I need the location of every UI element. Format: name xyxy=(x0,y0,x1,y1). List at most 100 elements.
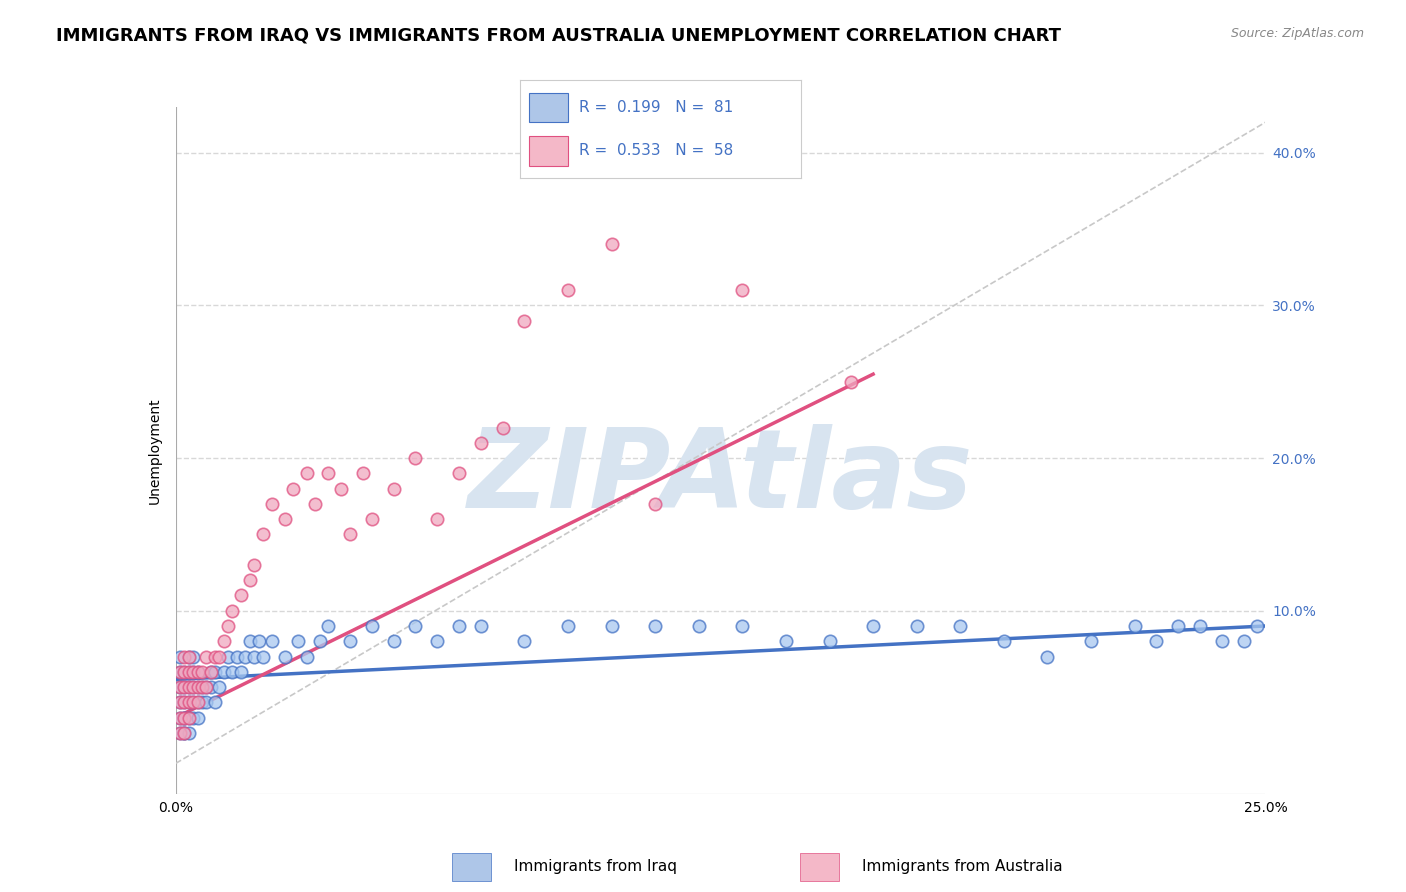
Point xyxy=(382,482,405,496)
Point xyxy=(173,710,195,724)
Point xyxy=(862,619,884,633)
Point xyxy=(283,482,305,496)
Point xyxy=(217,619,239,633)
Point xyxy=(195,680,218,694)
Point xyxy=(731,619,754,633)
Point xyxy=(191,680,214,694)
Point xyxy=(181,649,204,664)
Point xyxy=(841,375,863,389)
Point xyxy=(243,558,266,572)
Point xyxy=(382,634,405,648)
Point xyxy=(295,649,318,664)
Point xyxy=(287,634,309,648)
Point xyxy=(177,695,200,709)
Y-axis label: Unemployment: Unemployment xyxy=(148,397,162,504)
Point xyxy=(191,665,214,679)
Point xyxy=(274,512,297,526)
Point xyxy=(492,420,515,434)
Point xyxy=(169,695,191,709)
Bar xyxy=(453,854,491,881)
Text: Immigrants from Iraq: Immigrants from Iraq xyxy=(515,859,676,873)
Point xyxy=(169,680,191,694)
Point xyxy=(208,680,231,694)
Point xyxy=(169,710,191,724)
Point xyxy=(775,634,797,648)
Point xyxy=(557,619,579,633)
Point xyxy=(186,665,209,679)
Point xyxy=(1246,619,1268,633)
Point xyxy=(177,710,200,724)
Point xyxy=(177,649,200,664)
Point xyxy=(217,649,239,664)
Point xyxy=(360,512,382,526)
Point xyxy=(181,680,204,694)
Point xyxy=(177,665,200,679)
Point xyxy=(447,619,470,633)
Text: IMMIGRANTS FROM IRAQ VS IMMIGRANTS FROM AUSTRALIA UNEMPLOYMENT CORRELATION CHART: IMMIGRANTS FROM IRAQ VS IMMIGRANTS FROM … xyxy=(56,27,1062,45)
Point xyxy=(644,619,666,633)
Point xyxy=(181,665,204,679)
Point xyxy=(405,451,427,466)
Point xyxy=(1144,634,1167,648)
Point xyxy=(1080,634,1102,648)
Point xyxy=(644,497,666,511)
Point xyxy=(204,665,226,679)
Point xyxy=(173,710,195,724)
Point xyxy=(513,314,536,328)
Point xyxy=(173,726,195,740)
Point xyxy=(173,680,195,694)
Point xyxy=(304,497,326,511)
Point xyxy=(470,619,492,633)
Point xyxy=(231,589,253,603)
Point xyxy=(447,467,470,481)
Point xyxy=(200,665,222,679)
Point xyxy=(181,695,204,709)
Point xyxy=(221,665,243,679)
Point xyxy=(405,619,427,633)
Point xyxy=(339,634,361,648)
Point xyxy=(173,726,195,740)
Point xyxy=(905,619,928,633)
Point xyxy=(600,619,623,633)
Point xyxy=(731,283,754,297)
Point xyxy=(212,634,235,648)
Point xyxy=(318,467,340,481)
Point xyxy=(195,649,218,664)
Point xyxy=(173,695,195,709)
Point xyxy=(186,665,209,679)
Point xyxy=(204,649,226,664)
Point xyxy=(221,604,243,618)
Point xyxy=(177,680,200,694)
Point xyxy=(339,527,361,541)
Point xyxy=(173,710,195,724)
Point xyxy=(169,710,191,724)
Point xyxy=(1123,619,1146,633)
Point xyxy=(177,695,200,709)
Point xyxy=(186,695,209,709)
Point xyxy=(513,634,536,648)
Point xyxy=(173,726,195,740)
Point xyxy=(191,680,214,694)
Text: Source: ZipAtlas.com: Source: ZipAtlas.com xyxy=(1230,27,1364,40)
Bar xyxy=(800,854,838,881)
Point xyxy=(177,665,200,679)
Point xyxy=(308,634,330,648)
Point xyxy=(169,649,191,664)
Point xyxy=(557,283,579,297)
Text: R =  0.533   N =  58: R = 0.533 N = 58 xyxy=(579,144,734,159)
Point xyxy=(231,665,253,679)
Point xyxy=(252,649,274,664)
Point xyxy=(169,665,191,679)
Point xyxy=(247,634,270,648)
Point xyxy=(200,665,222,679)
Point xyxy=(169,680,191,694)
Point xyxy=(177,680,200,694)
Point xyxy=(173,680,195,694)
Point xyxy=(1232,634,1256,648)
Point xyxy=(186,680,209,694)
Bar xyxy=(529,136,568,166)
Point xyxy=(274,649,297,664)
Point xyxy=(1167,619,1189,633)
Point xyxy=(360,619,382,633)
Point xyxy=(600,237,623,252)
